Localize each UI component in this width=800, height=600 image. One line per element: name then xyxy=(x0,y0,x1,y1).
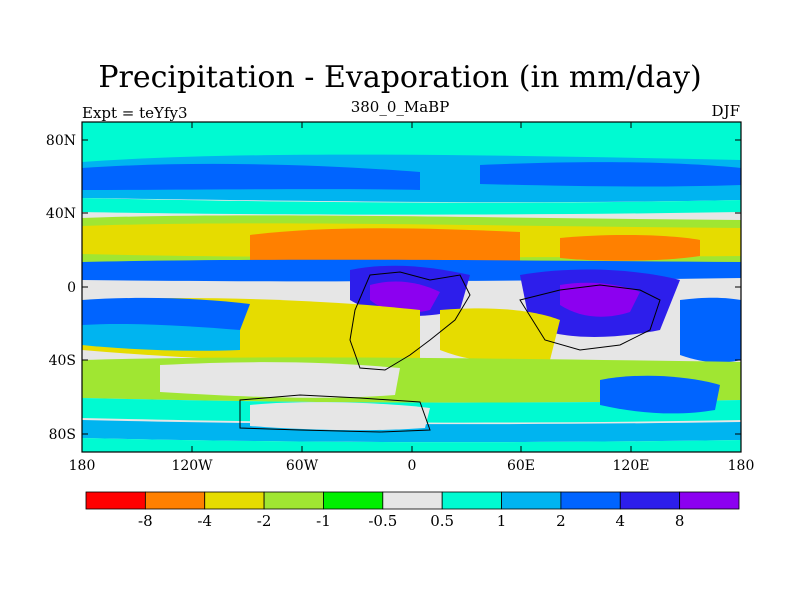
latitude-axis: 80N 40N 0 40S 80S xyxy=(46,133,741,443)
colorbar-label: 1 xyxy=(497,512,507,530)
colorbar-label: 8 xyxy=(675,512,685,530)
map-field xyxy=(82,122,741,452)
colorbar-swatch xyxy=(323,491,384,510)
lon-tick-label: 180 xyxy=(728,458,755,474)
colorbar-swatch xyxy=(679,491,740,510)
lon-tick-label: 60E xyxy=(507,458,535,474)
lat-tick-label: 40N xyxy=(46,206,76,222)
lon-tick-label: 0 xyxy=(408,458,417,474)
colorbar: -8 -4 -2 -1 -0.5 0.5 1 2 4 8 xyxy=(85,491,740,530)
colorbar-swatch xyxy=(441,491,502,510)
lon-tick-label: 60W xyxy=(286,458,319,474)
colorbar-swatch xyxy=(382,491,443,510)
chart-title: Precipitation - Evaporation (in mm/day) xyxy=(98,60,702,95)
colorbar-label: -4 xyxy=(197,512,212,530)
lat-tick-label: 0 xyxy=(67,280,76,296)
colorbar-label: 2 xyxy=(556,512,566,530)
colorbar-swatch xyxy=(501,491,562,510)
lon-tick-label: 180 xyxy=(69,458,96,474)
colorbar-label: -2 xyxy=(257,512,272,530)
colorbar-swatch xyxy=(263,491,324,510)
lat-tick-label: 80N xyxy=(46,133,76,149)
colorbar-label: -1 xyxy=(316,512,331,530)
season-label: DJF xyxy=(711,102,740,120)
colorbar-swatch xyxy=(204,491,265,510)
colorbar-swatch xyxy=(560,491,621,510)
colorbar-swatch xyxy=(619,491,681,510)
colorbar-label: -0.5 xyxy=(368,512,397,530)
lon-tick-label: 120E xyxy=(613,458,650,474)
lon-tick-label: 120W xyxy=(171,458,213,474)
lat-tick-label: 80S xyxy=(49,427,76,443)
colorbar-swatch xyxy=(144,491,206,510)
lat-tick-label: 40S xyxy=(49,353,76,369)
colorbar-label: 0.5 xyxy=(430,512,454,530)
colorbar-swatch xyxy=(85,491,146,510)
longitude-axis: 180 120W 60W 0 60E 120E 180 xyxy=(69,122,755,474)
colorbar-label: 4 xyxy=(615,512,625,530)
experiment-label: Expt = teYfy3 xyxy=(82,104,188,122)
colorbar-label: -8 xyxy=(138,512,153,530)
period-label: 380_0_MaBP xyxy=(350,98,450,116)
